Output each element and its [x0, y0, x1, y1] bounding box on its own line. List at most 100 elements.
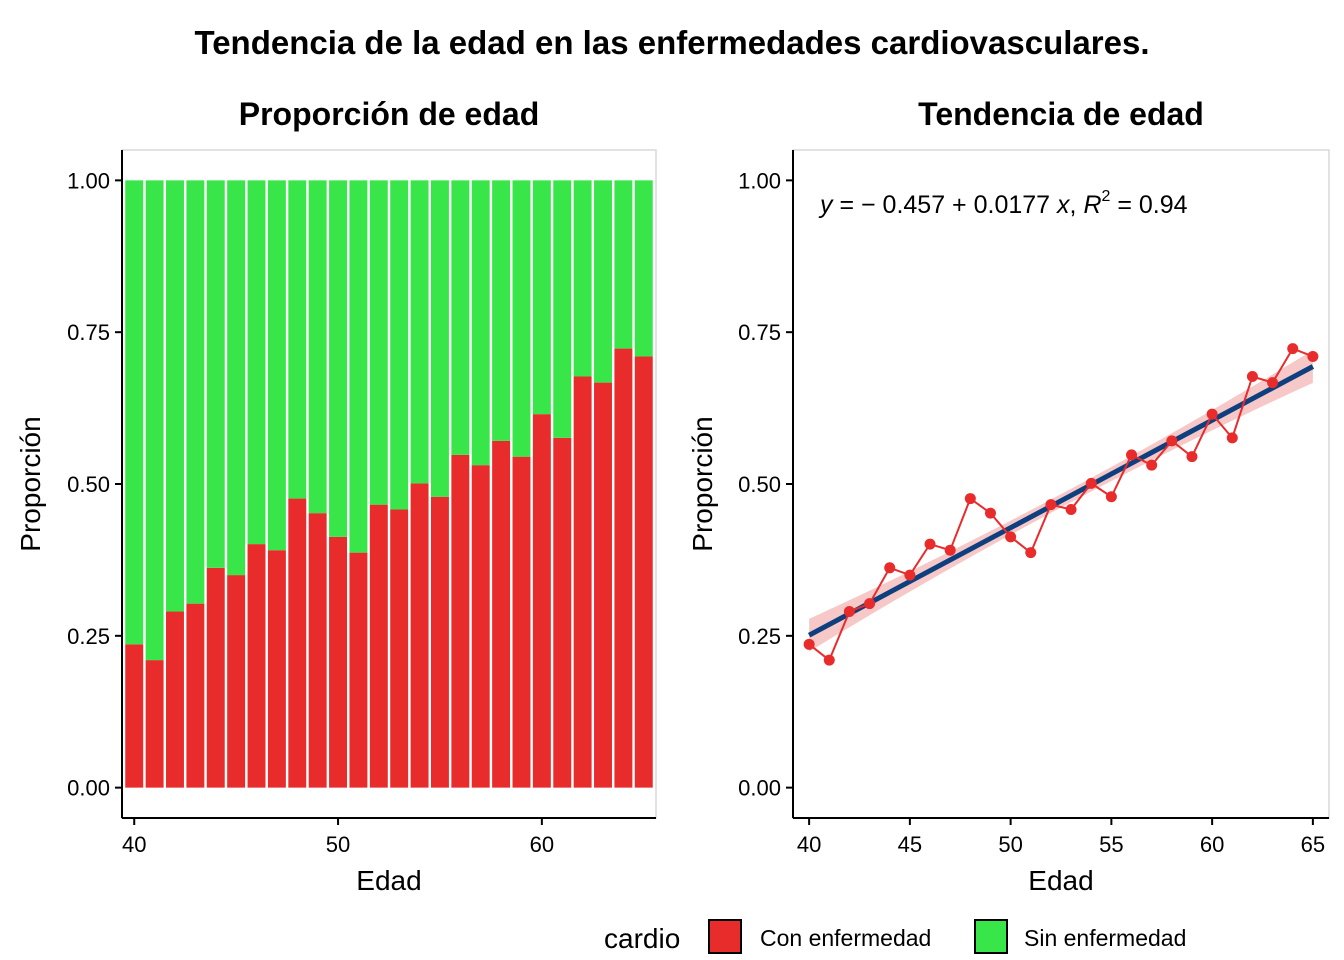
trend-y-tick-label-1: 0.25: [738, 624, 781, 649]
bar-con-45: [227, 575, 246, 788]
bar-sin-49: [308, 180, 327, 514]
point-48: [964, 493, 976, 505]
bar-y-axis-title: Proporción: [15, 416, 46, 551]
bar-con-54: [410, 483, 429, 788]
bar-con-56: [451, 454, 470, 788]
trend-x-axis-title: Edad: [1028, 865, 1093, 896]
bar-marks: [125, 180, 653, 788]
bar-con-46: [247, 544, 266, 788]
point-60: [1206, 408, 1218, 420]
trend-x-tick-label-0: 40: [797, 832, 821, 857]
bar-con-47: [267, 550, 286, 788]
point-53: [1065, 504, 1077, 516]
bar-con-65: [634, 356, 653, 788]
bar-sin-65: [634, 180, 653, 357]
point-63: [1267, 377, 1279, 389]
bar-con-53: [390, 509, 409, 788]
point-58: [1166, 435, 1178, 447]
point-49: [984, 507, 996, 519]
eq-equals: =: [833, 191, 862, 219]
bar-sin-47: [267, 180, 286, 551]
trend-x-tick-label-4: 60: [1200, 832, 1224, 857]
legend: cardio Con enfermedad Sin enfermedad: [604, 919, 1186, 954]
legend-label-con-enfermedad: Con enfermedad: [760, 925, 931, 951]
bar-con-57: [471, 465, 490, 788]
bar-x-axis-title: Edad: [356, 865, 421, 896]
bar-sin-51: [349, 180, 368, 553]
point-55: [1105, 491, 1117, 503]
trend-x-tick-label-3: 55: [1099, 832, 1123, 857]
bar-sin-40: [125, 180, 144, 645]
eq-r-equals: =: [1110, 191, 1139, 219]
bar-con-50: [329, 536, 348, 788]
bar-sin-45: [227, 180, 246, 576]
trend-y-tick-label-2: 0.50: [738, 472, 781, 497]
bar-sin-50: [329, 180, 348, 537]
bar-sin-58: [492, 180, 511, 441]
point-45: [904, 569, 916, 581]
bar-con-51: [349, 552, 368, 788]
bar-con-48: [288, 498, 307, 788]
bar-y-tick-label-2: 0.50: [67, 472, 110, 497]
bar-con-44: [206, 567, 225, 788]
trend-y-tick-label-0: 0.00: [738, 776, 781, 801]
bar-sin-53: [390, 180, 409, 510]
bar-y-tick-label-3: 0.75: [67, 320, 110, 345]
bar-sin-44: [206, 180, 225, 568]
trend-y-axis-title: Proporción: [687, 416, 718, 551]
bar-con-64: [614, 348, 633, 788]
point-52: [1045, 499, 1057, 511]
point-43: [864, 598, 876, 610]
trend-y-tick-label-3: 0.75: [738, 320, 781, 345]
bar-sin-48: [288, 180, 307, 499]
trend-y-ticks: 0.00 0.25 0.50 0.75 1.00: [738, 168, 793, 801]
bar-con-63: [594, 382, 612, 788]
eq-sep: ,: [1070, 191, 1084, 219]
eq-slope: 0.0177: [974, 191, 1050, 219]
bar-sin-57: [471, 180, 490, 466]
bar-sin-61: [553, 180, 572, 438]
bar-con-60: [532, 414, 551, 788]
eq-plus: +: [945, 191, 974, 219]
bar-sin-43: [186, 180, 205, 604]
bar-y-tick-label-0: 0.00: [67, 776, 110, 801]
bar-x-tick-label-0: 40: [122, 832, 146, 857]
bar-sin-46: [247, 180, 266, 545]
legend-label-sin-enfermedad: Sin enfermedad: [1024, 925, 1186, 951]
eq-minus: −: [861, 191, 883, 219]
bar-con-40: [125, 644, 144, 788]
trend-y-tick-label-4: 1.00: [738, 168, 781, 193]
bar-con-49: [308, 513, 327, 788]
point-62: [1246, 371, 1258, 383]
trend-panel-border: [792, 149, 1330, 819]
legend-swatch-con-enfermedad: [708, 919, 742, 954]
bar-con-59: [512, 456, 531, 788]
bar-con-42: [166, 611, 184, 788]
bar-sin-59: [512, 180, 531, 457]
eq-x-var: x: [1050, 191, 1071, 219]
eq-r-var: R: [1083, 191, 1101, 219]
point-51: [1025, 547, 1037, 559]
point-64: [1287, 343, 1299, 355]
bar-sin-55: [430, 180, 449, 497]
bar-x-ticks: 40 50 60: [122, 818, 554, 857]
point-59: [1186, 451, 1198, 463]
bar-panel-title: Proporción de edad: [239, 96, 539, 132]
point-47: [944, 544, 956, 556]
bar-con-41: [145, 660, 164, 788]
bar-sin-52: [369, 180, 388, 505]
bar-con-62: [573, 376, 592, 788]
bar-y-tick-label-4: 1.00: [67, 168, 110, 193]
bar-con-55: [430, 496, 449, 788]
eq-intercept: 0.457: [883, 191, 946, 219]
point-56: [1126, 449, 1138, 461]
legend-swatch-sin-enfermedad: [974, 919, 1008, 954]
point-65: [1307, 350, 1319, 362]
trend-panel: Tendencia de edad 0.00 0.25 0.50 0.75 1.00 4…: [687, 96, 1330, 896]
eq-r-exponent: 2: [1102, 188, 1111, 205]
point-42: [843, 606, 855, 618]
bar-con-61: [553, 437, 572, 788]
regression-equation: y = − 0.457 + 0.0177 x, R2 = 0.94: [818, 188, 1188, 219]
main-title: Tendencia de la edad en las enfermedades…: [195, 24, 1150, 61]
